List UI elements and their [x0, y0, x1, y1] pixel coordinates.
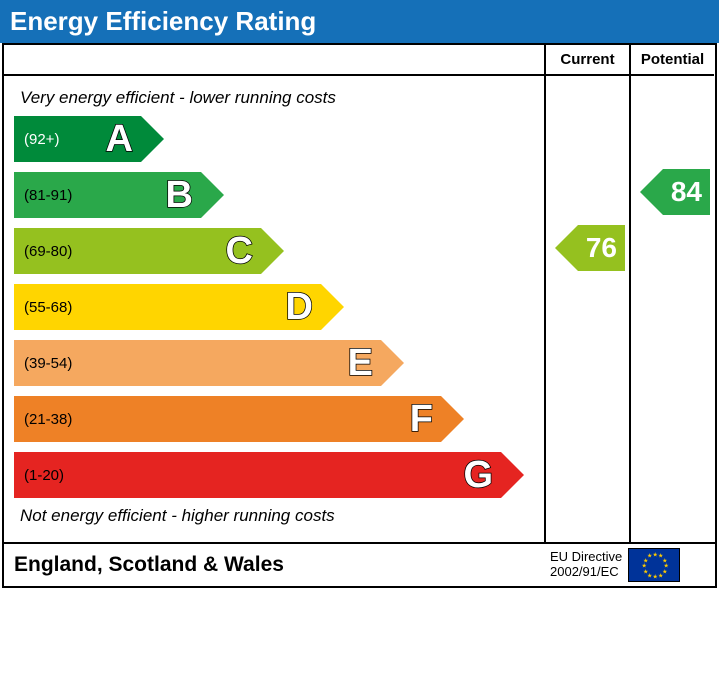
- potential-pointer-arrow: [640, 169, 663, 215]
- band-b: (81-91) B: [14, 172, 534, 218]
- band-letter: F: [410, 400, 433, 438]
- band-range: (92+): [24, 131, 59, 148]
- bands-list: (92+) A (81-91) B (69-80) C (55-68) D (39-54) E (2…: [14, 116, 534, 498]
- band-letter: G: [463, 456, 493, 494]
- band-a: (92+) A: [14, 116, 534, 162]
- column-header-potential: Potential: [629, 45, 714, 76]
- current-pointer-arrow: [555, 225, 578, 271]
- band-c: (69-80) C: [14, 228, 534, 274]
- bands-column: Very energy efficient - lower running co…: [4, 76, 544, 542]
- eu-flag-icon: ★★★★★★★★★★★★: [628, 548, 680, 582]
- band-body: (55-68) D: [14, 284, 321, 330]
- region-label: England, Scotland & Wales: [4, 545, 544, 585]
- band-d: (55-68) D: [14, 284, 534, 330]
- band-f: (21-38) F: [14, 396, 534, 442]
- band-arrow-icon: [321, 284, 344, 330]
- band-range: (81-91): [24, 187, 72, 204]
- band-arrow-icon: [261, 228, 284, 274]
- band-arrow-icon: [381, 340, 404, 386]
- current-value: 76: [578, 225, 625, 271]
- band-body: (1-20) G: [14, 452, 501, 498]
- current-column: 76: [544, 76, 629, 542]
- band-letter: E: [348, 344, 373, 382]
- band-g: (1-20) G: [14, 452, 534, 498]
- header-spacer: [4, 45, 544, 76]
- potential-value: 84: [663, 169, 710, 215]
- band-letter: C: [226, 232, 253, 270]
- band-arrow-icon: [501, 452, 524, 498]
- title-bar: Energy Efficiency Rating: [0, 0, 719, 43]
- band-body: (39-54) E: [14, 340, 381, 386]
- band-letter: A: [106, 120, 133, 158]
- current-pointer: 76: [555, 225, 625, 271]
- directive-line2: 2002/91/EC: [550, 565, 622, 580]
- band-arrow-icon: [141, 116, 164, 162]
- footer-row: England, Scotland & Wales EU Directive 2…: [4, 542, 715, 586]
- band-body: (92+) A: [14, 116, 141, 162]
- potential-column: 84: [629, 76, 714, 542]
- directive-block: EU Directive 2002/91/EC ★★★★★★★★★★★★: [544, 544, 714, 586]
- band-letter: B: [166, 176, 193, 214]
- band-range: (69-80): [24, 243, 72, 260]
- band-body: (81-91) B: [14, 172, 201, 218]
- epc-container: Energy Efficiency Rating Current Potenti…: [0, 0, 719, 588]
- band-body: (69-80) C: [14, 228, 261, 274]
- band-range: (39-54): [24, 355, 72, 372]
- eu-star-icon: ★: [647, 553, 652, 560]
- band-body: (21-38) F: [14, 396, 441, 442]
- column-header-current: Current: [544, 45, 629, 76]
- band-arrow-icon: [201, 172, 224, 218]
- band-arrow-icon: [441, 396, 464, 442]
- band-letter: D: [286, 288, 313, 326]
- band-range: (21-38): [24, 411, 72, 428]
- potential-pointer: 84: [640, 169, 710, 215]
- eu-star-icon: ★: [653, 574, 658, 581]
- band-range: (55-68): [24, 299, 72, 316]
- efficient-label: Very energy efficient - lower running co…: [20, 88, 534, 108]
- chart-border: Current Potential Very energy efficient …: [2, 43, 717, 588]
- band-range: (1-20): [24, 467, 64, 484]
- inefficient-label: Not energy efficient - higher running co…: [20, 506, 534, 526]
- directive-line1: EU Directive: [550, 550, 622, 565]
- eu-star-icon: ★: [658, 572, 663, 579]
- directive-text: EU Directive 2002/91/EC: [550, 550, 622, 580]
- band-e: (39-54) E: [14, 340, 534, 386]
